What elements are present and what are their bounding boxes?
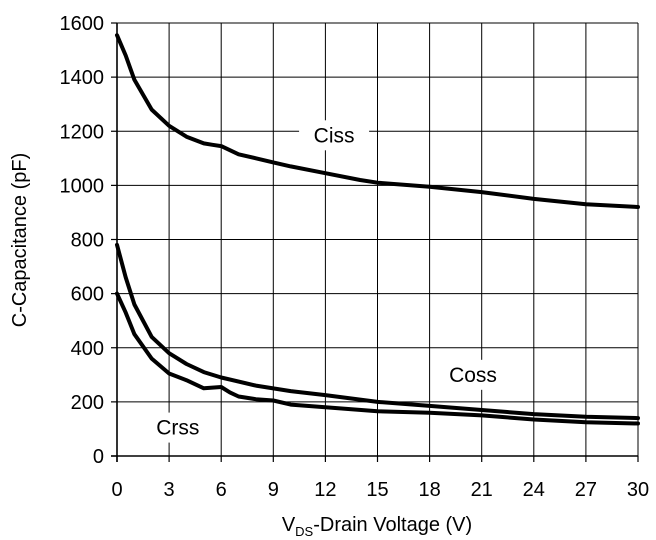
x-tick-label-2: 6 — [216, 479, 227, 501]
series-line-ciss — [115, 33, 640, 209]
series-label-bg — [142, 412, 213, 443]
y-tick-label-2: 400 — [71, 338, 104, 360]
x-tick-label-3: 9 — [268, 479, 279, 501]
series-label-text: Coss — [449, 364, 497, 387]
series-label-text: Crss — [156, 417, 199, 440]
x-axis-title-rest: -Drain Voltage (V) — [313, 514, 472, 536]
tick-layer: 0 3 6 9 12 15 18 21 24 27 30 0 200 400 600 800 1000 1200 1… — [60, 13, 650, 501]
x-tick-label-1: 3 — [164, 479, 175, 501]
y-tick-label-6: 1200 — [60, 121, 105, 143]
x-axis-title-main: V — [282, 514, 296, 536]
grid — [117, 22, 639, 456]
x-tick-label-0: 0 — [111, 479, 122, 501]
x-tick-label-10: 30 — [627, 479, 649, 501]
x-tick-label-7: 21 — [471, 479, 493, 501]
series-layer — [115, 33, 640, 426]
series-line-crss — [115, 291, 640, 426]
y-tick-label-0: 0 — [93, 446, 104, 468]
series-label-text: Ciss — [314, 124, 355, 147]
x-tick-label-9: 27 — [575, 479, 597, 501]
series-line-coss — [115, 242, 640, 421]
y-tick-label-5: 1000 — [60, 175, 105, 197]
y-tick-label-4: 800 — [71, 230, 104, 252]
series-label-bg — [438, 359, 509, 390]
series-label-bg — [299, 120, 370, 151]
y-tick-label-3: 600 — [71, 284, 104, 306]
series-label-crss: Crss — [142, 412, 213, 443]
x-tick-label-8: 24 — [523, 479, 545, 501]
x-axis-title-subscript: DS — [295, 524, 313, 539]
y-tick-label-8: 1600 — [60, 13, 105, 35]
x-tick-label-6: 18 — [418, 479, 440, 501]
y-tick-label-1: 200 — [71, 392, 104, 414]
axes — [111, 22, 639, 462]
series-label-ciss: Ciss — [299, 120, 370, 151]
x-tick-label-5: 15 — [366, 479, 388, 501]
series-label-coss: Coss — [438, 359, 509, 390]
y-tick-label-7: 1400 — [60, 67, 105, 89]
x-axis-title: VDS-Drain Voltage (V) — [282, 514, 472, 539]
x-tick-label-4: 12 — [314, 479, 336, 501]
y-axis-title: C-Capacitance (pF) — [9, 153, 31, 328]
series-label-layer: Ciss Coss Crss — [142, 120, 509, 443]
